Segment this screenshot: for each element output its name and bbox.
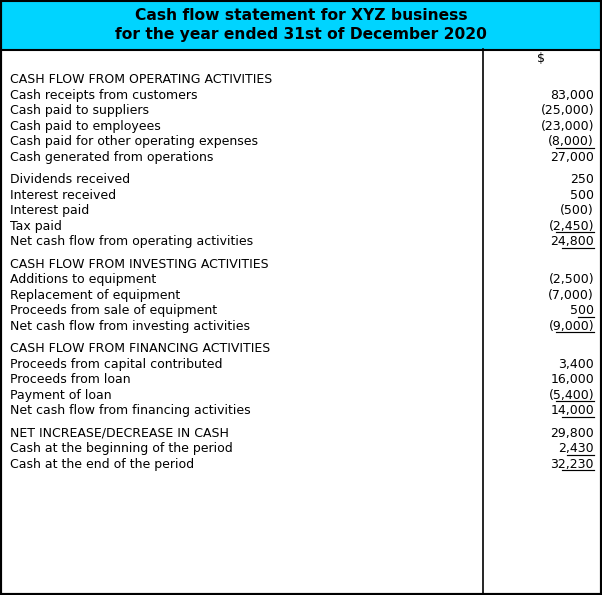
Text: for the year ended 31st of December 2020: for the year ended 31st of December 2020 bbox=[115, 27, 487, 42]
Text: 2,430: 2,430 bbox=[559, 442, 594, 455]
Text: (23,000): (23,000) bbox=[541, 120, 594, 133]
Text: Net cash flow from investing activities: Net cash flow from investing activities bbox=[10, 320, 250, 333]
Text: (7,000): (7,000) bbox=[548, 289, 594, 302]
Text: CASH FLOW FROM INVESTING ACTIVITIES: CASH FLOW FROM INVESTING ACTIVITIES bbox=[10, 258, 268, 271]
Text: Payment of loan: Payment of loan bbox=[10, 389, 111, 402]
Text: CASH FLOW FROM FINANCING ACTIVITIES: CASH FLOW FROM FINANCING ACTIVITIES bbox=[10, 342, 270, 355]
Text: Net cash flow from operating activities: Net cash flow from operating activities bbox=[10, 235, 253, 248]
Text: 27,000: 27,000 bbox=[550, 151, 594, 164]
Text: Replacement of equipment: Replacement of equipment bbox=[10, 289, 180, 302]
Text: Cash paid for other operating expenses: Cash paid for other operating expenses bbox=[10, 135, 258, 148]
Text: Cash paid to suppliers: Cash paid to suppliers bbox=[10, 104, 149, 117]
Text: Tax paid: Tax paid bbox=[10, 220, 62, 233]
Text: 3,400: 3,400 bbox=[558, 358, 594, 371]
Text: 32,230: 32,230 bbox=[550, 458, 594, 471]
Text: (500): (500) bbox=[560, 204, 594, 217]
Text: 14,000: 14,000 bbox=[550, 404, 594, 417]
Text: Dividends received: Dividends received bbox=[10, 173, 130, 186]
Text: Net cash flow from financing activities: Net cash flow from financing activities bbox=[10, 404, 250, 417]
Text: Interest paid: Interest paid bbox=[10, 204, 89, 217]
Text: NET INCREASE/DECREASE IN CASH: NET INCREASE/DECREASE IN CASH bbox=[10, 427, 229, 440]
Text: 24,800: 24,800 bbox=[550, 235, 594, 248]
Text: 250: 250 bbox=[570, 173, 594, 186]
Text: 83,000: 83,000 bbox=[550, 89, 594, 102]
Text: 29,800: 29,800 bbox=[550, 427, 594, 440]
Text: Cash flow statement for XYZ business: Cash flow statement for XYZ business bbox=[135, 8, 467, 23]
Text: Cash generated from operations: Cash generated from operations bbox=[10, 151, 213, 164]
Text: (25,000): (25,000) bbox=[541, 104, 594, 117]
Text: (2,500): (2,500) bbox=[548, 273, 594, 286]
Text: $: $ bbox=[538, 52, 545, 65]
Text: 16,000: 16,000 bbox=[550, 373, 594, 386]
Text: Cash receipts from customers: Cash receipts from customers bbox=[10, 89, 197, 102]
Text: Proceeds from loan: Proceeds from loan bbox=[10, 373, 131, 386]
Text: Cash paid to employees: Cash paid to employees bbox=[10, 120, 161, 133]
Text: (8,000): (8,000) bbox=[548, 135, 594, 148]
Text: Proceeds from capital contributed: Proceeds from capital contributed bbox=[10, 358, 223, 371]
Text: Cash at the beginning of the period: Cash at the beginning of the period bbox=[10, 442, 233, 455]
Text: Interest received: Interest received bbox=[10, 189, 116, 202]
Text: (9,000): (9,000) bbox=[548, 320, 594, 333]
Text: 500: 500 bbox=[570, 304, 594, 317]
Text: 500: 500 bbox=[570, 189, 594, 202]
Text: Cash at the end of the period: Cash at the end of the period bbox=[10, 458, 194, 471]
Text: (5,400): (5,400) bbox=[548, 389, 594, 402]
Text: CASH FLOW FROM OPERATING ACTIVITIES: CASH FLOW FROM OPERATING ACTIVITIES bbox=[10, 73, 272, 86]
Text: Proceeds from sale of equipment: Proceeds from sale of equipment bbox=[10, 304, 217, 317]
Bar bbox=[1, 0, 601, 50]
Text: (2,450): (2,450) bbox=[548, 220, 594, 233]
Text: Additions to equipment: Additions to equipment bbox=[10, 273, 157, 286]
